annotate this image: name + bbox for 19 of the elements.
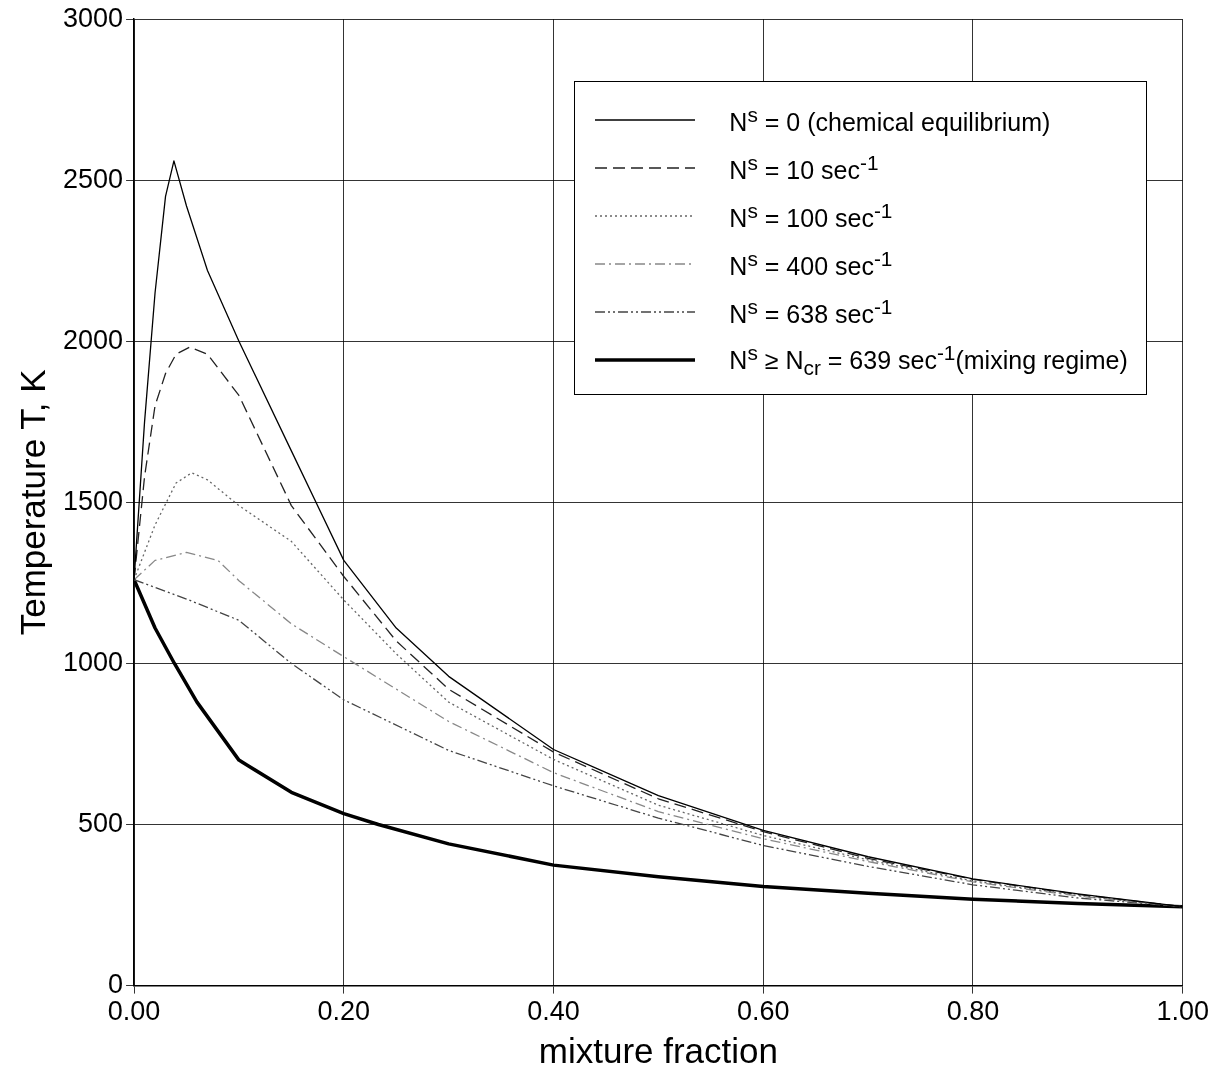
legend-label: N$^{s}$ ≥ N$_{cr}$ = 639 sec$^{-1}$(mixing regime) xyxy=(729,340,1128,380)
y-axis-title: Temperature T, K xyxy=(12,369,52,636)
y-tick-label: 2500 xyxy=(62,163,124,194)
y-tick-label: 500 xyxy=(78,807,124,838)
y-tick-label: 3000 xyxy=(62,2,124,33)
x-tick-label: 0.40 xyxy=(527,996,580,1027)
y-tick-label: 1500 xyxy=(62,485,124,516)
y-tick-label: 2000 xyxy=(62,324,124,355)
legend-label: N$^{s}$ = 100 sec$^{-1}$ xyxy=(729,199,893,234)
x-axis-title: mixture fraction xyxy=(538,1030,779,1070)
x-tick-label: 0.60 xyxy=(736,996,790,1027)
x-tick-label: 1.00 xyxy=(1156,996,1210,1027)
y-tick-label: 1000 xyxy=(62,646,124,677)
x-tick-label: 0.20 xyxy=(317,996,371,1027)
legend-label: N$^{s}$ = 400 sec$^{-1}$ xyxy=(729,247,893,282)
legend-label: N$^{s}$ = 0 (chemical equilibrium) xyxy=(729,103,1051,138)
legend-label: N$^{s}$ = 10 sec$^{-1}$ xyxy=(729,151,879,186)
x-tick-label: 0.80 xyxy=(946,996,1000,1027)
legend-label: N$^{s}$ = 638 sec$^{-1}$ xyxy=(729,295,893,330)
